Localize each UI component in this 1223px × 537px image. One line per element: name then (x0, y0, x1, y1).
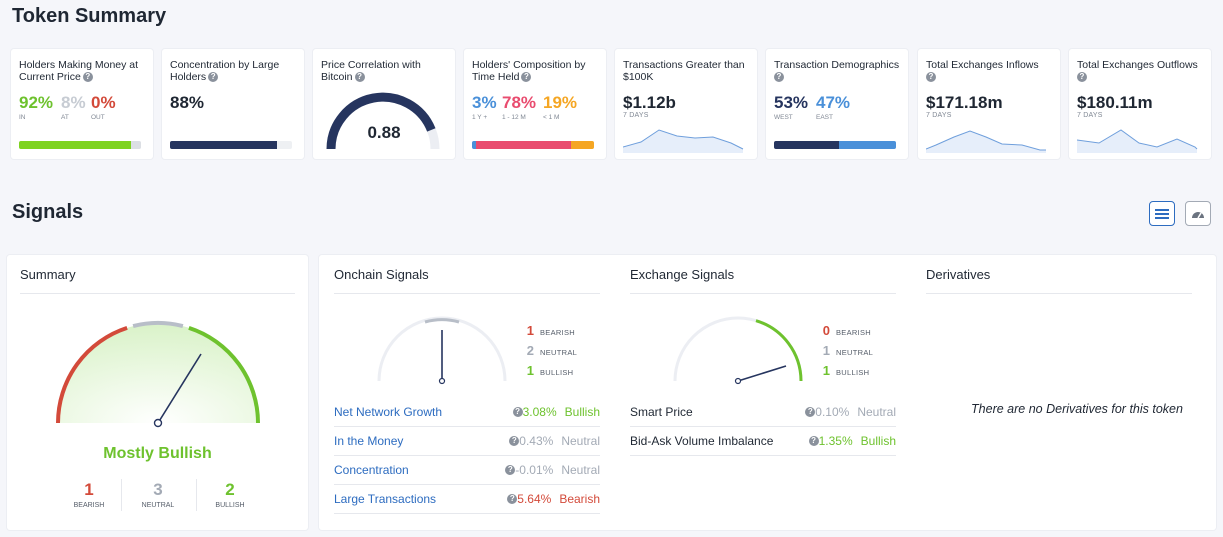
card-title: Holders' Composition by Time Held? (472, 59, 586, 83)
onchain-row-net-network-growth[interactable]: Net Network Growth? 3.08% Bullish (334, 398, 600, 427)
question-circle-icon[interactable]: ? (208, 72, 219, 83)
onchain-title: Onchain Signals (334, 267, 429, 282)
card-title: Transactions Greater than $100K (623, 59, 745, 83)
at-stat: 8% AT (61, 93, 86, 121)
exchange-gauge (673, 316, 803, 385)
one-year-stat: 3% 1 Y + (472, 93, 497, 121)
card-title: Total Exchanges Inflows? (926, 59, 1039, 83)
card-holders-composition[interactable]: Holders' Composition by Time Held? 3% 1 Y… (464, 49, 606, 159)
onchain-row-large-transactions[interactable]: Large Transactions? 5.64% Bearish (334, 485, 600, 514)
tx-greater-sparkline (623, 129, 744, 153)
onchain-bullish-count: 1 BULLISH (526, 363, 574, 378)
card-concentration[interactable]: Concentration by Large Holders? 88% (162, 49, 304, 159)
onchain-row-concentration[interactable]: Concentration? -0.01% Neutral (334, 456, 600, 485)
card-exchange-outflows[interactable]: Total Exchanges Outflows? $180.11m 7 DAY… (1069, 49, 1211, 159)
demographics-bar (774, 141, 896, 149)
question-circle-icon[interactable]: ? (808, 436, 819, 446)
period-label: 7 DAYS (1077, 112, 1103, 119)
question-circle-icon[interactable]: ? (82, 72, 93, 83)
card-transaction-demographics[interactable]: Transaction Demographics? 53% WEST 47% EAS… (766, 49, 908, 159)
holders-bar (19, 141, 141, 149)
in-stat: 92% IN (19, 93, 54, 121)
card-title: Holders Making Money at Current Price? (19, 59, 139, 83)
question-circle-icon[interactable]: ? (512, 407, 523, 417)
summary-verdict: Mostly Bullish (103, 445, 212, 462)
card-exchange-inflows[interactable]: Total Exchanges Inflows? $171.18m 7 DAYS (918, 49, 1060, 159)
under-one-month-stat: 19% < 1 M (543, 93, 578, 121)
exchange-title: Exchange Signals (630, 267, 735, 282)
concentration-bar (170, 141, 292, 149)
onchain-gauge (377, 316, 507, 385)
question-circle-icon[interactable]: ? (1077, 72, 1087, 83)
question-circle-icon[interactable]: ? (354, 72, 365, 83)
composition-bar (472, 141, 594, 149)
onchain-bearish-count: 1 BEARISH (526, 323, 576, 338)
summary-bearish-count: 1 BEARISH (73, 480, 105, 509)
outflows-sparkline (1077, 129, 1198, 153)
card-title: Total Exchanges Outflows? (1077, 59, 1198, 83)
gauge-view-button[interactable] (1185, 201, 1211, 226)
question-circle-icon[interactable]: ? (505, 465, 516, 475)
exchange-bullish-count: 1 BULLISH (822, 363, 870, 378)
east-stat: 47% EAST (816, 93, 851, 121)
card-price-correlation[interactable]: Price Correlation with Bitcoin? 0.88 (313, 49, 455, 159)
tx-greater-value: $1.12b (623, 93, 676, 112)
period-label: 7 DAYS (926, 112, 952, 119)
card-transactions-greater[interactable]: Transactions Greater than $100K $1.12b 7… (615, 49, 757, 159)
summary-neutral-count: 3 NEUTRAL (141, 480, 175, 509)
card-holders-making-money[interactable]: Holders Making Money at Current Price? 9… (11, 49, 153, 159)
derivatives-empty-message: There are no Derivatives for this token (971, 402, 1183, 416)
question-circle-icon[interactable]: ? (805, 407, 816, 417)
list-view-button[interactable] (1149, 201, 1175, 226)
inflows-value: $171.18m (926, 93, 1003, 112)
list-icon (1155, 208, 1169, 219)
question-circle-icon[interactable]: ? (521, 72, 532, 83)
correlation-value: 0.88 (367, 123, 401, 142)
west-stat: 53% WEST (774, 93, 809, 121)
outflows-value: $180.11m (1077, 93, 1153, 112)
summary-gauge (56, 321, 260, 428)
concentration-value: 88% (170, 93, 205, 112)
card-title: Transaction Demographics? (774, 59, 900, 83)
out-stat: 0% OUT (91, 93, 116, 121)
onchain-row-in-the-money[interactable]: In the Money? 0.43% Neutral (334, 427, 600, 456)
exchange-neutral-count: 1 NEUTRAL (822, 343, 874, 358)
question-circle-icon[interactable]: ? (774, 72, 784, 83)
signals-heading: Signals (12, 201, 84, 223)
question-circle-icon[interactable]: ? (926, 72, 936, 83)
derivatives-title: Derivatives (926, 267, 991, 282)
inflows-sparkline (926, 130, 1046, 153)
token-summary-heading: Token Summary (12, 5, 167, 27)
summary-title: Summary (20, 267, 76, 282)
exchange-row-bid-ask-imbalance[interactable]: Bid-Ask Volume Imbalance? 1.35% Bullish (630, 427, 896, 456)
exchange-row-smart-price[interactable]: Smart Price? 0.10% Neutral (630, 398, 896, 427)
card-title: Concentration by Large Holders? (170, 59, 280, 83)
correlation-gauge (326, 92, 440, 150)
question-circle-icon[interactable]: ? (509, 436, 520, 446)
onchain-neutral-count: 2 NEUTRAL (526, 343, 578, 358)
gauge-icon (1192, 211, 1204, 218)
exchange-bearish-count: 0 BEARISH (822, 323, 872, 338)
one-twelve-month-stat: 78% 1 - 12 M (502, 93, 537, 121)
question-circle-icon[interactable]: ? (507, 494, 518, 504)
summary-panel: Summary Mostly Bullish 1 BEARISH 3 NEUTR… (7, 255, 308, 530)
summary-bullish-count: 2 BULLISH (215, 480, 245, 509)
card-title: Price Correlation with Bitcoin? (321, 59, 421, 83)
period-label: 7 DAYS (623, 112, 649, 119)
